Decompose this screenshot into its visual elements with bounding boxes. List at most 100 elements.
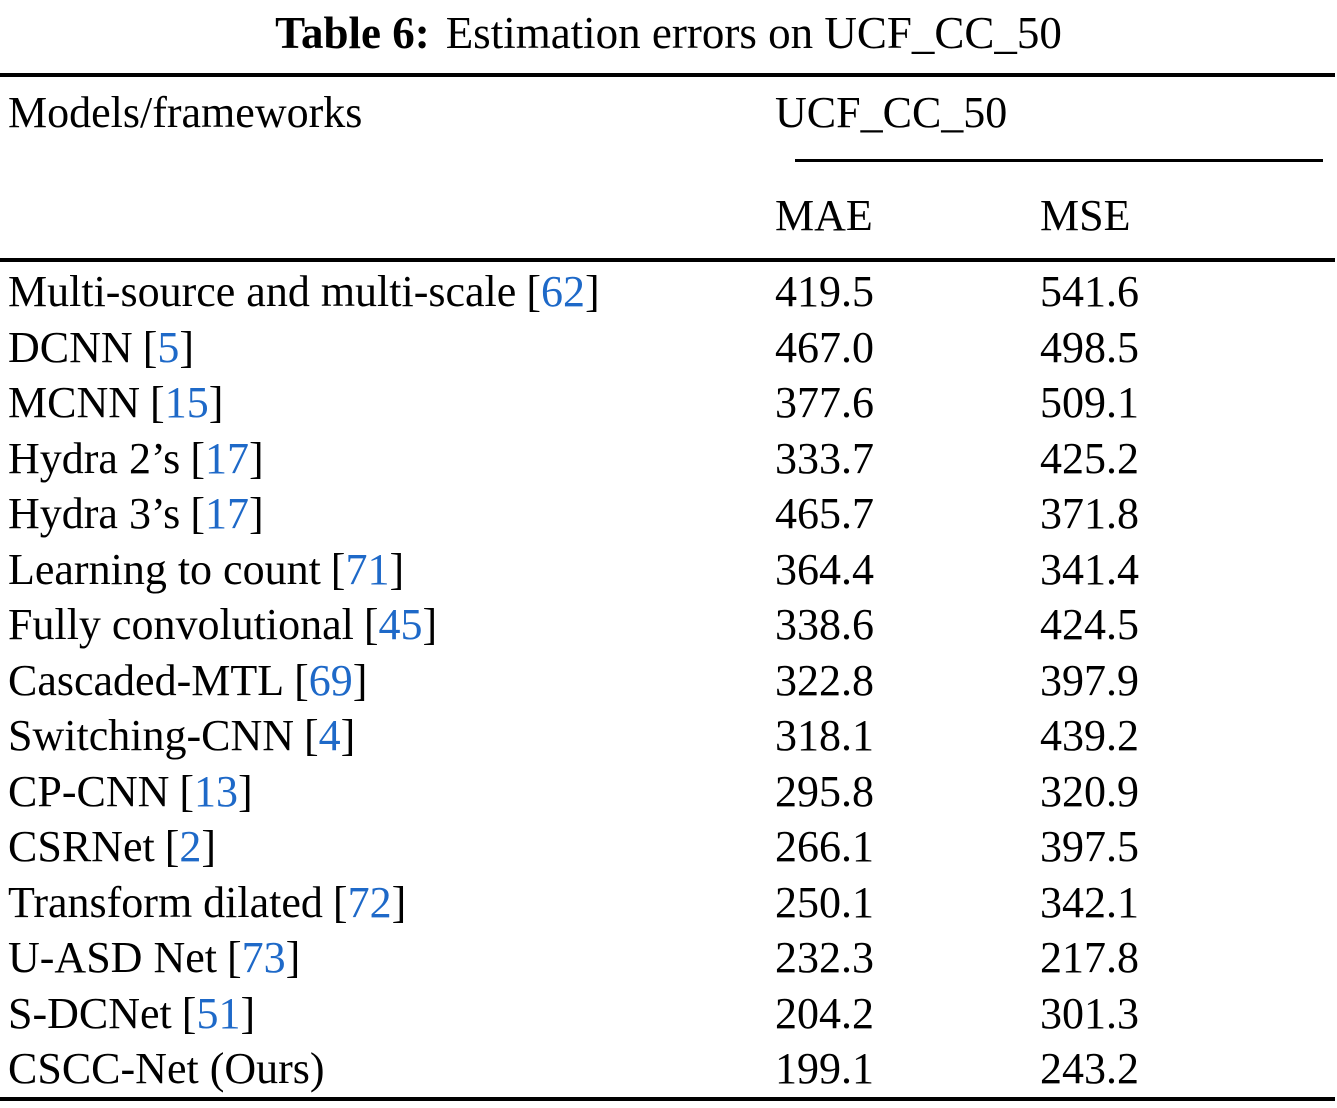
citation-link: [73] [227,933,300,982]
mae-value: 295.8 [775,766,874,816]
citation-link: [69] [294,656,367,705]
citation-number[interactable]: 5 [157,322,180,372]
citation-bracket-open: [ [332,877,348,927]
model-cell: Cascaded-MTL [69] [8,653,775,709]
table-row: S-DCNet [51] 204.2 301.3 [0,986,1337,1042]
citation-number[interactable]: 15 [164,378,209,427]
mse-value: 424.5 [1040,600,1139,649]
citation-bracket-close: ] [208,378,224,427]
citation-bracket-open: [ [363,600,379,649]
citation-bracket-close: ] [389,544,405,594]
citation-number[interactable]: 62 [540,267,585,316]
mae-value: 322.8 [775,655,874,705]
citation-bracket-close: ] [238,766,253,816]
model-cell: Learning to count [71] [8,542,775,598]
model-cell: CSCC-Net (Ours) [8,1041,775,1097]
citation-link: [4] [304,711,355,760]
citation-number[interactable]: 51 [196,988,241,1038]
citation-bracket-open: [ [226,933,242,982]
table-row: Transform dilated [72] 250.1 342.1 [0,875,1337,931]
model-cell: S-DCNet [51] [8,986,775,1042]
model-cell: Transform dilated [72] [8,875,775,931]
citation-bracket-open: [ [179,766,195,816]
citation-number[interactable]: 17 [204,433,249,483]
citation-number[interactable]: 13 [194,766,239,816]
citation-link: [2] [165,822,216,871]
mae-column-header: MAE [775,191,873,240]
model-name: Hydra 2’s [8,433,181,483]
citation-bracket-close: ] [248,489,264,538]
citation-bracket-open: [ [330,544,346,594]
mse-value: 301.3 [1040,988,1139,1038]
mae-value: 204.2 [775,988,874,1038]
mse-value: 397.5 [1040,822,1139,871]
citation-link: [51] [182,989,255,1038]
citation-number[interactable]: 71 [345,544,390,594]
citation-number[interactable]: 73 [241,933,286,982]
model-name: Hydra 3’s [8,489,181,538]
citation-number[interactable]: 69 [308,655,353,705]
citation-bracket-open: [ [304,711,319,760]
group-underline-rule [795,159,1323,162]
mae-value: 377.6 [775,378,874,427]
table-body: Multi-source and multi-scale [62] 419.5 5… [0,262,1337,1097]
model-name: CP-CNN [8,766,170,816]
mse-value: 341.4 [1040,544,1139,594]
table-row: Hydra 3’s [17] 465.7 371.8 [0,486,1337,542]
mae-value: 199.1 [775,1044,874,1093]
table-row: Learning to count [71] 364.4 341.4 [0,542,1337,598]
mse-value: 320.9 [1040,766,1139,816]
citation-bracket-open: [ [164,822,180,871]
citation-bracket-close: ] [352,655,368,705]
model-name: Switching-CNN [8,711,294,760]
header-row-metrics: MAE MSE [0,162,1337,258]
model-name: CSCC-Net (Ours) [8,1044,325,1093]
model-cell: MCNN [15] [8,375,775,431]
model-cell: Fully convolutional [45] [8,597,775,653]
table-caption: Table 6: Estimation errors on UCF_CC_50 [0,6,1337,60]
table-row: Cascaded-MTL [69] 322.8 397.9 [0,653,1337,709]
header-separator-rule [0,258,1335,262]
citation-bracket-close: ] [584,267,600,316]
citation-number[interactable]: 17 [204,489,249,538]
bottom-rule [0,1096,1335,1101]
mse-value: 439.2 [1040,711,1139,760]
mae-value: 419.5 [775,267,874,316]
table-row: Hydra 2’s [17] 333.7 425.2 [0,431,1337,487]
citation-link: [72] [333,878,406,927]
model-name: Fully convolutional [8,600,354,649]
table-row: Multi-source and multi-scale [62] 419.5 5… [0,264,1337,320]
citation-bracket-open: [ [190,489,205,538]
citation-bracket-close: ] [248,433,264,483]
citation-link: [62] [526,267,599,316]
mae-value: 333.7 [775,433,874,483]
table-row: Fully convolutional [45] 338.6 424.5 [0,597,1337,653]
citation-bracket-close: ] [422,600,438,649]
table-row: CSRNet [2] 266.1 397.5 [0,819,1337,875]
mse-value: 342.1 [1040,877,1139,927]
model-name: Learning to count [8,544,321,594]
citation-number[interactable]: 2 [179,822,202,871]
model-cell: U-ASD Net [73] [8,930,775,986]
citation-number[interactable]: 4 [318,711,341,760]
citation-bracket-open: [ [142,322,158,372]
citation-bracket-open: [ [150,378,165,427]
model-cell: Hydra 2’s [17] [8,431,775,487]
citation-link: [71] [331,545,404,594]
citation-bracket-open: [ [526,267,541,316]
mse-value: 243.2 [1040,1044,1139,1093]
mse-value: 509.1 [1040,378,1139,427]
mae-value: 232.3 [775,933,874,982]
mae-value: 467.0 [775,322,874,372]
citation-number[interactable]: 72 [347,877,392,927]
models-frameworks-header: Models/frameworks [8,88,363,137]
mse-value: 541.6 [1040,267,1139,316]
citation-bracket-open: [ [190,433,205,483]
citation-bracket-close: ] [240,988,256,1038]
mae-value: 266.1 [775,822,874,871]
top-rule [0,73,1335,77]
mse-value: 498.5 [1040,322,1139,372]
citation-number[interactable]: 45 [378,600,423,649]
table-row: U-ASD Net [73] 232.3 217.8 [0,930,1337,986]
citation-bracket-open: [ [181,988,197,1038]
